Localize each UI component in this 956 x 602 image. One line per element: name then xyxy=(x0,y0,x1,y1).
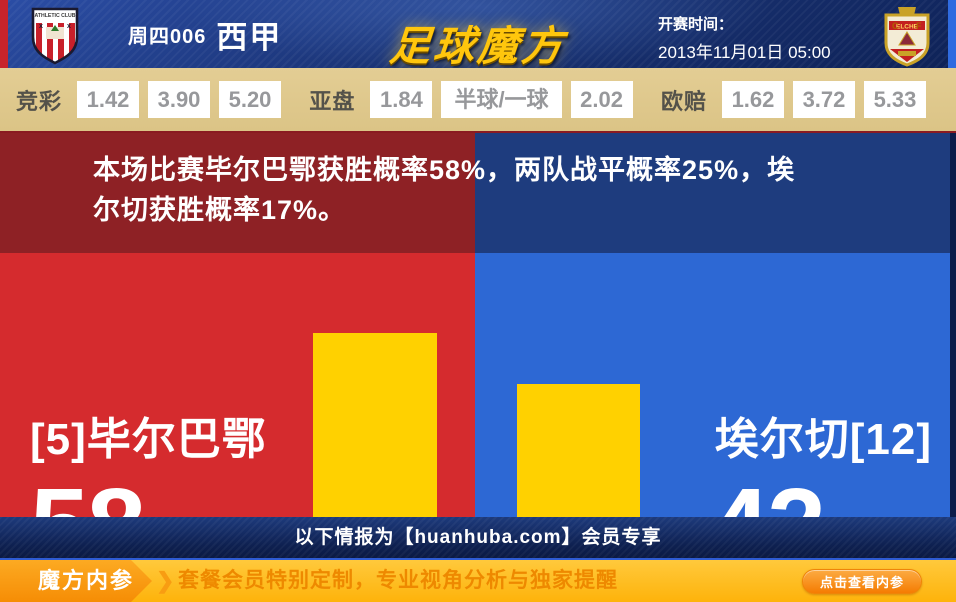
jingcai-away-odds: 5.20 xyxy=(219,81,282,118)
prediction-hero: 本场比赛毕尔巴鄂获胜概率58%，两队战平概率25%，埃 尔切获胜概率17%。 [… xyxy=(0,133,956,579)
left-red-edge xyxy=(0,0,8,68)
yapan-label: 亚盘 xyxy=(309,88,356,114)
away-team-name: 埃尔切[12] xyxy=(714,415,932,464)
hero-right-edge xyxy=(950,133,956,517)
oupei-draw-odds: 3.72 xyxy=(792,81,855,118)
promo-text: 套餐会员特别定制，专业视角分析与独家提醒 xyxy=(178,569,618,592)
svg-text:ELCHE: ELCHE xyxy=(896,24,919,31)
svg-text:x: x xyxy=(39,23,43,30)
elche-cf-crest-icon: ELCHE C F xyxy=(884,7,930,67)
home-team-name: [5]毕尔巴鄂 xyxy=(30,415,267,464)
vip-notice-bar: 以下情报为【huanhuba.com】会员专享 xyxy=(0,517,956,560)
odds-group-jingcai: 竞彩 1.42 3.90 5.20 xyxy=(16,81,282,118)
away-probability-bar xyxy=(517,384,640,517)
jingcai-label: 竞彩 xyxy=(16,88,63,114)
yapan-away-odds: 2.02 xyxy=(570,81,633,118)
away-team-crest: ELCHE C F xyxy=(876,3,938,72)
prediction-summary: 本场比赛毕尔巴鄂获胜概率58%，两队战平概率25%，埃 尔切获胜概率17%。 xyxy=(93,150,853,230)
oupei-home-odds: 1.62 xyxy=(721,81,784,118)
kickoff-info: 开赛时间： 2013年11月01日 05:00 xyxy=(658,13,831,63)
svg-text:C: C xyxy=(892,21,899,31)
svg-text:F: F xyxy=(916,21,922,31)
league-name: 西甲 xyxy=(216,19,283,55)
yapan-home-odds: 1.84 xyxy=(370,81,433,118)
svg-text:ATHLETIC CLUB: ATHLETIC CLUB xyxy=(34,13,75,19)
prediction-summary-line2: 尔切获胜概率17%。 xyxy=(93,195,347,225)
home-probability-bar xyxy=(313,333,437,517)
oupei-away-odds: 5.33 xyxy=(863,81,926,118)
odds-bar: 竞彩 1.42 3.90 5.20 亚盘 1.84 半球/一球 2.02 欧赔 … xyxy=(0,68,956,131)
header: ATHLETIC CLUB x x 周四006 西甲 足球魔方 开赛时间： 20… xyxy=(0,0,956,69)
view-insider-button[interactable]: 点击查看内参 xyxy=(801,569,922,594)
yapan-handicap: 半球/一球 xyxy=(441,81,562,118)
red-divider-line xyxy=(0,131,956,133)
odds-group-oupei: 欧赔 1.62 3.72 5.33 xyxy=(661,81,926,118)
svg-text:x: x xyxy=(67,23,71,30)
match-number: 周四006 xyxy=(128,25,207,48)
banner-home-background xyxy=(0,133,475,253)
brand-logo: 足球魔方 xyxy=(387,23,568,69)
banner-away-background xyxy=(475,133,950,253)
kickoff-time: 2013年11月01日 05:00 xyxy=(658,43,831,62)
chevron-right-icon: ❯ xyxy=(156,568,175,593)
athletic-club-crest-icon: ATHLETIC CLUB x x xyxy=(31,7,79,65)
footer-promo-bar: 魔方内参 ❯ 套餐会员特别定制，专业视角分析与独家提醒 点击查看内参 xyxy=(0,560,956,602)
insider-tag: 魔方内参 xyxy=(0,560,152,602)
jingcai-draw-odds: 3.90 xyxy=(148,81,211,118)
match-info: 周四006 西甲 xyxy=(128,0,282,68)
odds-group-yapan: 亚盘 1.84 半球/一球 2.02 xyxy=(309,81,633,118)
home-team-crest: ATHLETIC CLUB x x xyxy=(22,3,88,72)
jingcai-home-odds: 1.42 xyxy=(77,81,140,118)
oupei-label: 欧赔 xyxy=(660,88,707,114)
prediction-summary-line1: 本场比赛毕尔巴鄂获胜概率58%，两队战平概率25%，埃 xyxy=(93,155,796,185)
right-blue-edge xyxy=(948,0,956,68)
kickoff-label: 开赛时间： xyxy=(658,16,734,33)
